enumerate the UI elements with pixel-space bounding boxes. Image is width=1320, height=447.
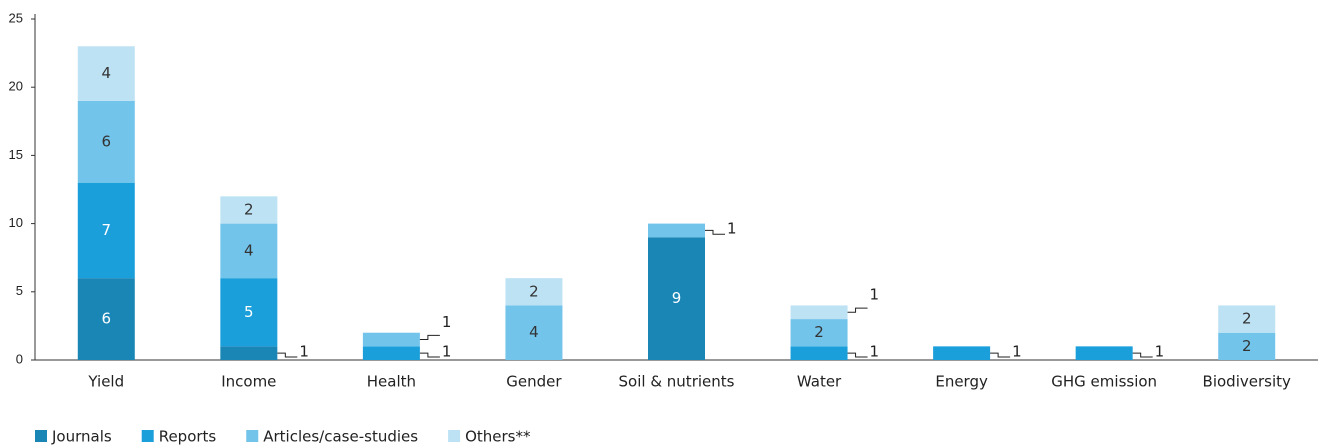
legend-label: Others** xyxy=(465,428,531,446)
data-label: 4 xyxy=(529,323,539,341)
data-label: 6 xyxy=(102,132,112,150)
bar-segment xyxy=(648,223,705,238)
legend-swatch xyxy=(141,430,154,442)
data-label: 1 xyxy=(442,343,452,361)
bar-segment xyxy=(933,346,991,360)
data-label: 1 xyxy=(870,286,880,304)
legend-swatch xyxy=(35,430,47,442)
data-label: 2 xyxy=(529,282,539,300)
bar-segment xyxy=(790,305,848,320)
data-label: 2 xyxy=(1242,337,1252,355)
data-label: 1 xyxy=(442,313,452,331)
y-tick-label: 25 xyxy=(9,10,23,25)
data-label: 1 xyxy=(299,343,309,361)
bar-segment xyxy=(1218,332,1276,360)
legend-swatch xyxy=(448,430,461,442)
callout-line xyxy=(277,352,298,358)
callout-line xyxy=(847,352,868,358)
legend-swatch xyxy=(246,430,259,442)
data-label: 2 xyxy=(814,323,824,341)
y-tick-label: 0 xyxy=(16,351,23,366)
bar-segment xyxy=(77,278,135,360)
x-tick-label: Income xyxy=(221,373,276,391)
x-tick-label: GHG emission xyxy=(1051,373,1157,391)
x-tick-label: Gender xyxy=(506,373,562,391)
callout-line xyxy=(1132,352,1153,358)
bar-segment xyxy=(77,100,135,183)
y-tick-label: 20 xyxy=(9,79,23,94)
bar-segment xyxy=(220,346,278,360)
data-label: 9 xyxy=(672,289,682,307)
callout-line xyxy=(847,307,868,313)
callout-line xyxy=(419,352,440,358)
x-tick-label: Health xyxy=(367,373,416,391)
legend-label: Journals xyxy=(51,428,112,446)
bar-segment xyxy=(505,278,563,306)
data-label: 1 xyxy=(1155,343,1165,361)
x-tick-label: Energy xyxy=(935,373,988,391)
bar-segment xyxy=(220,223,278,279)
x-tick-label: Biodiversity xyxy=(1203,373,1291,391)
data-label: 2 xyxy=(1242,310,1252,328)
y-tick-label: 5 xyxy=(16,283,23,298)
bar-segment xyxy=(790,319,848,347)
bar-segment xyxy=(362,332,420,347)
data-label: 4 xyxy=(102,64,112,82)
data-label: 1 xyxy=(1012,343,1022,361)
legend-label: Reports xyxy=(159,428,217,446)
y-tick-label: 10 xyxy=(9,215,23,230)
data-label: 4 xyxy=(244,241,254,259)
data-label: 7 xyxy=(102,221,112,239)
y-tick-label: 15 xyxy=(9,147,23,162)
bar-segment xyxy=(648,237,705,360)
bar-segment xyxy=(220,278,278,347)
bar-segment xyxy=(505,305,563,360)
data-label: 1 xyxy=(727,220,737,238)
bar-segment xyxy=(790,346,848,360)
data-label: 1 xyxy=(870,343,880,361)
bar-segment xyxy=(77,46,135,101)
data-label: 6 xyxy=(102,310,112,328)
callout-line xyxy=(705,229,725,235)
bar-segment xyxy=(1075,346,1133,360)
data-label: 2 xyxy=(244,200,254,218)
legend-label: Articles/case-studies xyxy=(263,428,418,446)
x-tick-label: Water xyxy=(797,373,842,391)
x-tick-label: Soil & nutrients xyxy=(619,373,735,391)
bar-segment xyxy=(1218,305,1276,333)
callout-line xyxy=(990,352,1011,358)
bar-segment xyxy=(77,182,135,279)
data-label: 5 xyxy=(244,303,254,321)
callout-line xyxy=(419,334,440,341)
x-tick-label: Yield xyxy=(87,373,124,391)
bar-segment xyxy=(362,346,420,360)
bar-segment xyxy=(220,196,278,224)
